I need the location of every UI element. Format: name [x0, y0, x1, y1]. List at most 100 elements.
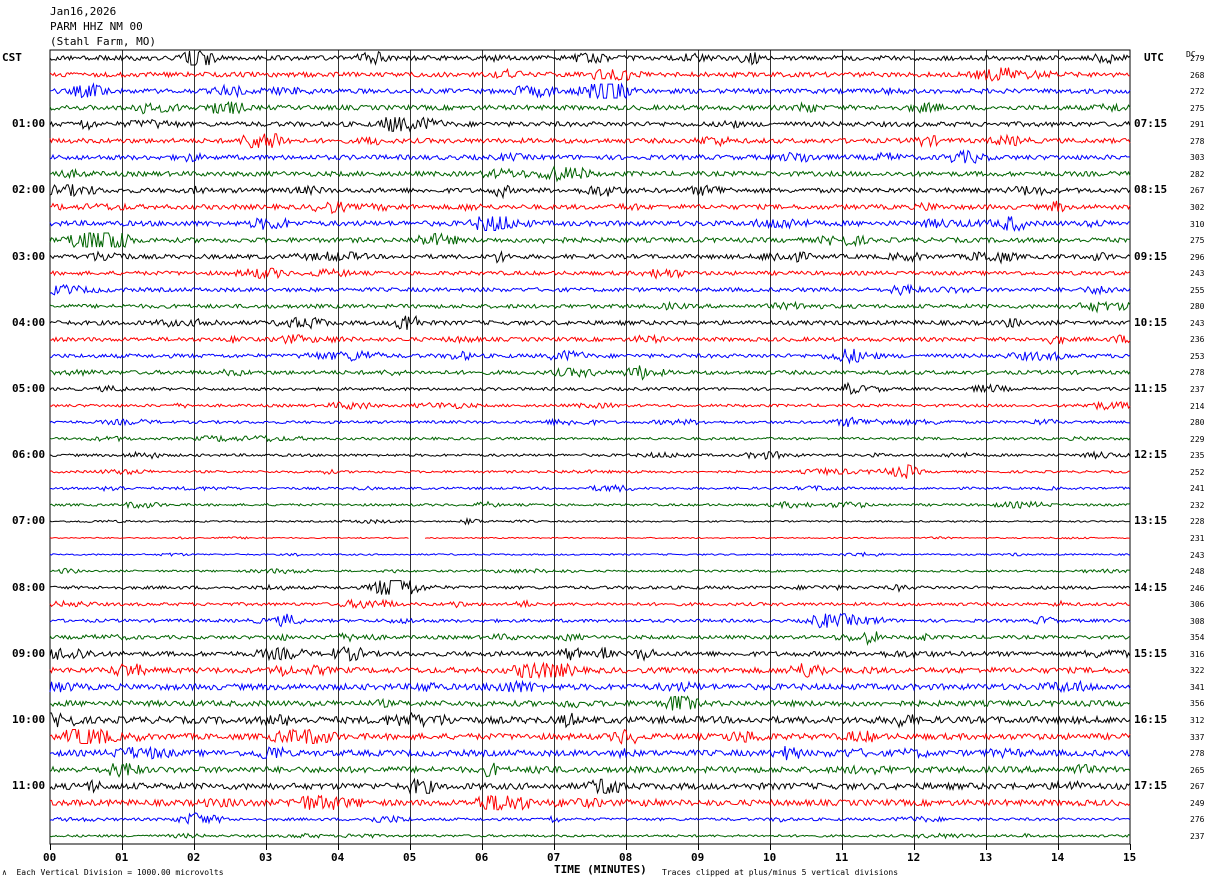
- dc-offset-label: 337: [1190, 732, 1205, 742]
- left-time-label: 06:00: [12, 448, 46, 462]
- dc-offset-label: 275: [1190, 236, 1205, 246]
- x-tick-label: 02: [187, 851, 201, 864]
- dc-offset-label: 280: [1190, 418, 1205, 428]
- scale-note: ∧ Each Vertical Division = 1000.00 micro…: [2, 868, 224, 877]
- x-tick-label: 03: [259, 851, 273, 864]
- trace-row: [49, 762, 1131, 778]
- trace-row: [49, 184, 1131, 200]
- dc-offset-label: 236: [1190, 335, 1205, 345]
- dc-offset-label: 243: [1190, 269, 1205, 279]
- trace-row: [49, 777, 1131, 795]
- trace-row: [49, 232, 1131, 248]
- trace-row: [49, 82, 1131, 100]
- trace-row: [49, 416, 1131, 427]
- trace-row: [49, 516, 1131, 526]
- trace-row: [49, 381, 1131, 396]
- dc-offset-label: 278: [1190, 368, 1205, 378]
- dc-offset-label: 296: [1190, 252, 1205, 262]
- dc-offset-label: 322: [1190, 666, 1205, 676]
- dc-offset-label: 354: [1190, 633, 1205, 643]
- dc-offset-label: 278: [1190, 749, 1205, 759]
- dc-offset-label: 272: [1190, 87, 1205, 97]
- dc-offset-label: 237: [1190, 831, 1205, 841]
- left-time-label: 03:00: [12, 249, 46, 263]
- trace-row: [49, 67, 1131, 82]
- trace-row: [49, 728, 1131, 745]
- right-time-label: 11:15: [1134, 382, 1168, 395]
- dc-offset-label: 267: [1190, 782, 1205, 792]
- right-time-label: 14:15: [1134, 580, 1168, 594]
- trace-row: [49, 165, 1131, 183]
- trace-row: [49, 450, 1131, 461]
- dc-offset-label: 253: [1190, 351, 1205, 361]
- right-time-label: 08:15: [1134, 183, 1168, 197]
- right-time-label: 09:15: [1134, 249, 1168, 263]
- dc-offset-label: 280: [1190, 302, 1205, 312]
- left-time-label: 08:00: [12, 580, 46, 594]
- trace-row: [49, 598, 1131, 610]
- dc-offset-label: 268: [1190, 70, 1205, 80]
- clip-note: Traces clipped at plus/minus 5 vertical …: [662, 868, 899, 877]
- trace-row: [49, 283, 1131, 297]
- x-tick-label: 00: [43, 851, 57, 864]
- right-time-label: 15:15: [1134, 646, 1168, 660]
- x-tick-label: 05: [403, 851, 417, 864]
- dc-header: DC: [1186, 50, 1196, 59]
- trace-row: [49, 711, 1131, 729]
- scale-note-text: Each Vertical Division = 1000.00 microvo…: [16, 868, 224, 877]
- dc-offset-label: 235: [1190, 451, 1205, 461]
- left-time-label: 09:00: [12, 646, 46, 660]
- plot-frame: [49, 49, 1131, 845]
- dc-offset-label: 306: [1190, 600, 1205, 610]
- trace-row: [49, 116, 1131, 133]
- trace-row: [49, 149, 1131, 164]
- dc-offset-label: 228: [1190, 517, 1205, 527]
- trace-row: [49, 300, 1131, 314]
- trace-row: [49, 133, 1131, 149]
- trace-row: [49, 679, 1131, 693]
- trace-row: [49, 832, 1131, 840]
- dc-offset-label: 249: [1190, 798, 1205, 808]
- x-tick-label: 10: [763, 851, 777, 864]
- trace-row: [49, 631, 1131, 647]
- dc-offset-label: 237: [1190, 385, 1205, 394]
- dc-offset-label: 312: [1190, 716, 1205, 725]
- trace-row: [49, 50, 1131, 66]
- x-tick-label: 15: [1123, 851, 1137, 864]
- x-tick-label: 08: [619, 851, 633, 864]
- header-station: PARM HHZ NM 00: [50, 20, 143, 33]
- left-time-label: 10:00: [12, 713, 46, 726]
- trace-row: [49, 613, 1131, 629]
- x-tick-label: 04: [331, 851, 345, 864]
- header-date: Jan16,2026: [50, 5, 117, 18]
- right-time-label: 17:15: [1134, 779, 1168, 793]
- x-tick-label: 06: [475, 851, 489, 864]
- trace-row: [49, 365, 1131, 381]
- left-time-label: 02:00: [12, 183, 46, 197]
- dc-offset-label: 356: [1190, 699, 1205, 709]
- dc-offset-label: 316: [1190, 649, 1205, 659]
- x-tick-label: 12: [907, 851, 921, 864]
- dc-offset-label: 232: [1190, 500, 1205, 510]
- x-tick-label: 14: [1051, 851, 1065, 864]
- x-tick-label: 11: [835, 851, 849, 864]
- dc-offset-label: 276: [1190, 815, 1205, 825]
- dc-offset-label: 265: [1190, 765, 1205, 775]
- dc-offset-label: 243: [1190, 550, 1205, 560]
- trace-row: [49, 249, 1131, 265]
- trace-row: [49, 536, 1131, 540]
- trace-row: [49, 812, 1131, 825]
- trace-row: [49, 333, 1131, 345]
- dc-offset-label: 243: [1190, 318, 1205, 328]
- trace-row: [49, 794, 1131, 811]
- trace-row: [49, 267, 1131, 280]
- trace-row: [49, 400, 1131, 411]
- trace-row: [49, 434, 1131, 443]
- trace-row: [49, 567, 1131, 575]
- trace-row: [49, 348, 1131, 365]
- right-timezone: UTC: [1144, 51, 1164, 64]
- trace-row: [49, 580, 1131, 595]
- left-time-label: 05:00: [12, 382, 46, 395]
- trace-row: [49, 216, 1131, 232]
